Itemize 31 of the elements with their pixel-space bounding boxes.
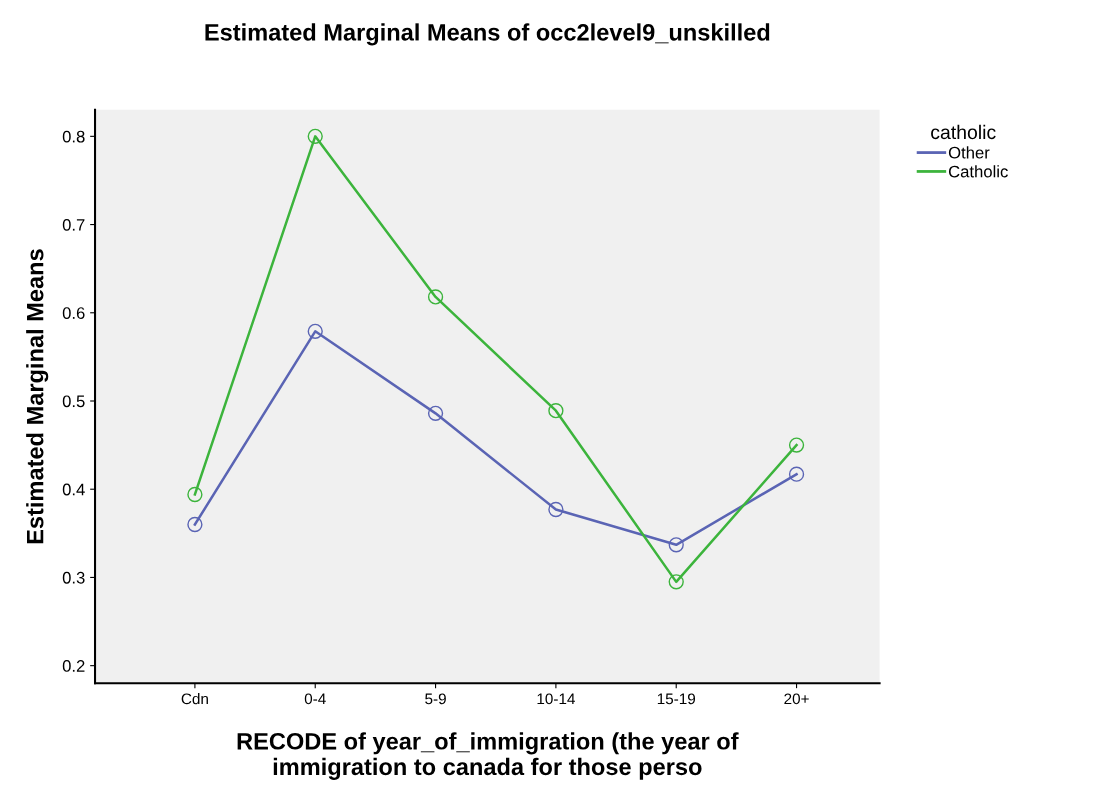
legend-label: Other bbox=[948, 146, 990, 159]
x-tick-label: 20+ bbox=[784, 693, 809, 705]
point bbox=[788, 437, 805, 453]
y-tick-label: 0.6 bbox=[62, 307, 85, 319]
point bbox=[427, 289, 444, 305]
y-tick-label: 0.2 bbox=[62, 660, 85, 672]
point bbox=[548, 501, 564, 518]
x-tick-label: 15-19 bbox=[657, 693, 696, 705]
chart-title: Estimated Marginal Means of occ2level9_unskilled bbox=[205, 23, 770, 46]
point bbox=[668, 574, 684, 590]
point bbox=[427, 405, 444, 421]
legend-title: catholic bbox=[931, 124, 996, 140]
x-tick-label: 10-14 bbox=[537, 693, 575, 705]
y-axis-title: Estimated Marginal Means bbox=[26, 249, 49, 544]
x-tick-label: 0-4 bbox=[304, 693, 326, 705]
point bbox=[307, 128, 323, 144]
y-tick-label: 0.3 bbox=[62, 571, 85, 584]
point bbox=[788, 466, 805, 482]
x-tick-label: Cdn bbox=[181, 693, 208, 705]
legend-label: Catholic bbox=[948, 165, 1008, 178]
point bbox=[307, 323, 323, 339]
point bbox=[187, 516, 203, 533]
y-tick-label: 0.7 bbox=[62, 218, 85, 231]
y-tick-label: 0.4 bbox=[62, 483, 85, 496]
point bbox=[187, 486, 203, 503]
x-tick-label: 5-9 bbox=[425, 693, 446, 705]
y-tick-label: 0.8 bbox=[62, 130, 85, 143]
x-axis-title: RECODE of year_of_immigration (the year of immigration to canada for those perso bbox=[237, 732, 739, 780]
y-tick-label: 0.5 bbox=[62, 395, 85, 408]
point bbox=[548, 403, 564, 419]
point bbox=[668, 537, 684, 553]
